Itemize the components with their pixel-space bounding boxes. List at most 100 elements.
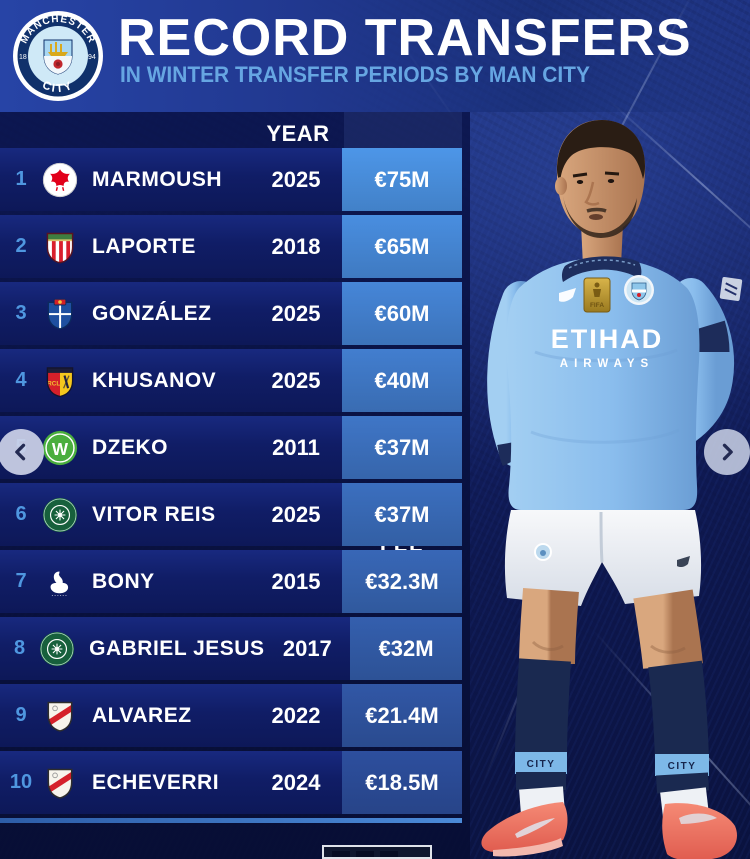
river-plate-crest-icon [42,763,78,803]
player-shorts [504,510,702,606]
transfer-fee: €32M [350,617,462,680]
player-name: LAPORTE [92,234,196,258]
table-row: 9 ALVAREZ 2022 €21.4M [0,684,462,747]
table-underline [0,818,462,823]
player-right-leg [633,589,703,669]
transfer-year: 2024 [271,769,321,795]
player-beard [563,196,637,238]
svg-text:CITY: CITY [527,759,556,770]
svg-text:W: W [52,439,69,458]
athletic-bilbao-crest-icon [42,227,78,267]
player-socks: CITY CITY [515,658,709,794]
transfer-fee: €37M [342,483,462,546]
table-row: 7 BONY 2015 €32.3M [0,550,462,613]
partial-watermark-box [322,845,432,859]
player-name: KHUSANOV [92,368,217,392]
rank-label: 10 [9,771,33,793]
player-name: MARMOUSH [92,167,222,191]
rank-label: 7 [15,570,27,592]
column-header-year: YEAR [266,121,330,146]
player-boots [481,802,737,859]
player-hair [557,120,645,182]
city-crest-on-shirt-icon [624,275,654,305]
crest-ship-icon [48,42,68,56]
rank-label: 3 [15,302,27,324]
fifa-champions-badge-icon: FIFA [583,277,611,313]
rank-label: 4 [15,369,27,391]
table-row: 2 LAPORTE 2018 €65M [0,215,462,278]
svg-text:CITY: CITY [668,761,697,772]
captain-armband [689,320,730,353]
transfer-year: 2025 [271,501,321,527]
table-row: 5 W DZEKO 2011 €37M [0,416,462,479]
svg-text:FIFA: FIFA [590,302,604,309]
carousel-next-button[interactable] [704,429,750,475]
transfer-year: 2011 [272,434,320,460]
transfers-table: 1 MARMOUSH 2025 €75M 2 LAPORTE 2018 €65M… [0,148,462,818]
transfer-year: 2015 [271,568,321,594]
page-subtitle: IN WINTER TRANSFER PERIODS BY MAN CITY [120,62,590,87]
transfer-fee: €65M [342,215,462,278]
rank-label: 2 [15,235,27,257]
player-name: GABRIEL JESUS [89,636,265,660]
vfl-wolfsburg-crest-icon: W [42,428,78,468]
transfer-fee: €32.3M [342,550,462,613]
rank-label: 9 [15,704,27,726]
table-row: 6 VITOR REIS 2025 €37M [0,483,462,546]
fc-porto-crest-icon [42,294,78,334]
crest-bottom-text: CITY [40,79,73,95]
table-row: 4 RCL KHUSANOV 2025 €40M [0,349,462,412]
header-band [0,0,750,112]
rank-label: 8 [14,637,26,659]
player-name: ALVAREZ [92,703,192,727]
river-plate-crest-icon [42,696,78,736]
rank-label: 1 [15,168,27,190]
transfer-year: 2017 [282,635,332,661]
puma-logo-icon [559,288,576,302]
chevron-left-icon [15,443,26,461]
transfer-fee: €75M [342,148,462,211]
player-shirt [506,258,700,510]
player-name: ECHEVERRI [92,770,220,794]
transfer-year: 2022 [271,702,321,728]
manchester-city-crest-icon: MANCHESTER CITY 18 94 [12,4,104,104]
transfer-year: 2025 [271,166,321,192]
player-name: VITOR REIS [92,502,216,526]
player-name: GONZÁLEZ [92,301,212,325]
transfer-fee: €18.5M [342,751,462,814]
rc-lens-crest-icon: RCL [42,361,78,401]
carousel-prev-button[interactable] [0,429,44,475]
transfer-year: 2025 [271,300,321,326]
transfer-fee: €60M [342,282,462,345]
swansea-city-crest-icon [42,562,78,602]
transfer-fee: €37M [342,416,462,479]
shirt-sponsor-text: ETIHAD [551,324,664,354]
palmeiras-crest-icon [39,629,75,669]
svg-text:CITY: CITY [40,79,75,95]
player-name: DZEKO [92,435,168,459]
chevron-right-icon [722,443,733,461]
table-row: 8 GABRIEL JESUS 2017 €32M [0,617,462,680]
table-row: 3 GONZÁLEZ 2025 €60M [0,282,462,345]
transfer-fee: €21.4M [342,684,462,747]
page-title: RECORD TRANSFERS [118,9,692,67]
transfer-year: 2018 [271,233,321,259]
crest-year-left: 18 [19,54,27,61]
eintracht-frankfurt-crest-icon [42,160,78,200]
table-row: 10 ECHEVERRI 2024 €18.5M [0,751,462,814]
player-head [555,120,646,238]
sleeve-patch [719,276,743,302]
fee-column-highlight [344,112,462,148]
transfer-fee: €40M [342,349,462,412]
player-left-leg [519,588,579,665]
transfer-year: 2025 [271,367,321,393]
table-row: 1 MARMOUSH 2025 €75M [0,148,462,211]
rank-label: 6 [15,503,27,525]
crest-year-right: 94 [88,54,96,61]
player-name: BONY [92,569,155,593]
svg-text:RCL: RCL [47,380,60,387]
player-photo: FIFA ETIHAD AIRWAYS CITY [481,120,743,859]
palmeiras-crest-icon [42,495,78,535]
shirt-sponsor-subtext: AIRWAYS [560,358,654,370]
